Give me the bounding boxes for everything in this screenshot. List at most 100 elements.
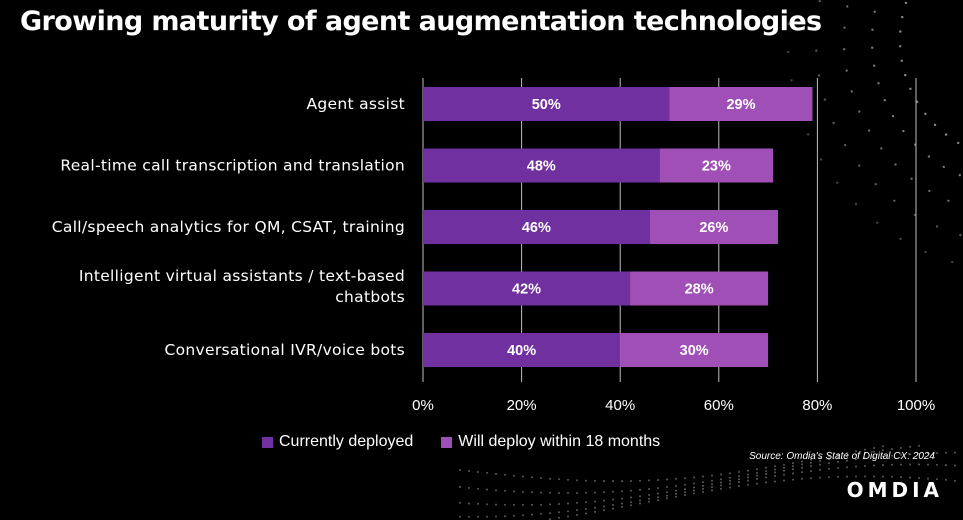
deco-dot <box>837 460 839 463</box>
deco-dot <box>576 514 578 516</box>
deco-dot <box>540 491 542 494</box>
deco-dot <box>819 460 821 462</box>
deco-dot <box>585 491 587 494</box>
deco-dot <box>603 509 605 512</box>
deco-dot <box>959 233 962 237</box>
deco-dot <box>756 474 758 477</box>
deco-dot <box>837 475 839 478</box>
deco-dot <box>876 221 879 224</box>
deco-dot <box>468 470 470 472</box>
deco-dot <box>787 22 790 25</box>
deco-dot <box>468 515 470 518</box>
deco-dot <box>549 503 551 506</box>
deco-dot <box>815 49 818 52</box>
category-label-2: Call/speech analytics for QM, CSAT, trai… <box>52 218 405 236</box>
deco-dot <box>585 479 587 482</box>
deco-dot <box>657 496 659 499</box>
deco-dot <box>738 475 740 478</box>
data-label-currently-deployed-1: 48% <box>527 159 556 175</box>
deco-dot <box>738 485 740 488</box>
deco-dot <box>873 64 876 67</box>
deco-dot <box>720 481 722 484</box>
deco-dot <box>873 456 875 459</box>
deco-dot <box>549 512 551 515</box>
deco-dot <box>621 480 623 483</box>
deco-dot <box>873 475 875 478</box>
data-label-will-deploy-2: 26% <box>699 220 728 236</box>
category-label-3: Intelligent virtual assistants / text-ba… <box>79 267 405 306</box>
deco-dot <box>936 463 938 466</box>
deco-dot <box>945 464 947 467</box>
deco-dot <box>846 452 848 454</box>
deco-dot <box>711 474 713 477</box>
deco-dot <box>558 492 560 494</box>
deco-dot <box>828 476 830 479</box>
deco-dot <box>900 463 902 466</box>
deco-dot <box>774 471 776 474</box>
deco-dot <box>486 471 488 474</box>
deco-dot <box>810 461 812 464</box>
deco-dot <box>720 473 722 476</box>
deco-dot <box>882 464 884 467</box>
x-tick-label-0: 0% <box>412 397 434 414</box>
deco-dot <box>954 451 956 454</box>
deco-dot <box>864 452 866 455</box>
deco-dot <box>702 481 704 484</box>
deco-dot <box>874 183 877 186</box>
deco-dot <box>513 490 515 493</box>
deco-dot <box>909 453 911 456</box>
deco-dot <box>909 463 911 466</box>
deco-dot <box>927 155 931 158</box>
legend-label-will-deploy: Will deploy within 18 months <box>458 433 661 450</box>
deco-dot <box>873 464 875 467</box>
deco-dot <box>837 456 839 459</box>
deco-dot <box>630 504 632 507</box>
deco-dot <box>585 508 587 510</box>
deco-dot <box>891 454 893 457</box>
deco-dot <box>867 129 871 132</box>
deco-dot <box>864 457 866 460</box>
deco-dot <box>666 494 668 497</box>
data-label-will-deploy-1: 23% <box>702 159 731 175</box>
deco-dot <box>459 469 461 471</box>
deco-dot <box>954 464 956 467</box>
deco-dot <box>630 480 632 482</box>
bar-currently-deployed-1 <box>423 148 660 183</box>
x-tick-label-100: 100% <box>897 397 935 414</box>
deco-dot <box>765 466 767 469</box>
deco-dot <box>513 474 515 477</box>
deco-dot <box>495 503 497 506</box>
deco-dot <box>711 483 713 486</box>
data-label-currently-deployed-3: 42% <box>512 282 541 298</box>
deco-dot <box>639 499 641 502</box>
deco-dot <box>477 487 479 490</box>
deco-dot <box>657 492 659 495</box>
deco-dot <box>621 505 623 508</box>
deco-dot <box>486 488 488 491</box>
deco-dot <box>693 489 695 492</box>
deco-dot <box>927 477 929 480</box>
deco-dot <box>459 486 461 488</box>
deco-dot <box>855 453 857 456</box>
deco-dot <box>648 479 650 482</box>
deco-dot <box>958 174 961 177</box>
deco-dot <box>513 514 515 517</box>
deco-dot <box>774 465 776 468</box>
legend-swatch-will-deploy <box>441 436 453 448</box>
data-label-currently-deployed-0: 50% <box>532 97 561 113</box>
deco-dot <box>747 479 749 482</box>
deco-dot <box>639 495 641 498</box>
bar-currently-deployed-0 <box>423 87 670 121</box>
deco-dot <box>864 465 866 467</box>
deco-dot <box>936 478 938 481</box>
deco-dot <box>936 452 938 454</box>
deco-dot <box>933 123 937 127</box>
deco-dot <box>900 59 903 62</box>
bar-currently-deployed-4 <box>423 333 621 367</box>
deco-dot <box>729 476 731 479</box>
deco-dot <box>810 465 812 467</box>
deco-dot <box>787 50 790 54</box>
deco-dot <box>603 491 605 494</box>
deco-dot <box>792 468 794 471</box>
deco-dot <box>918 477 920 479</box>
